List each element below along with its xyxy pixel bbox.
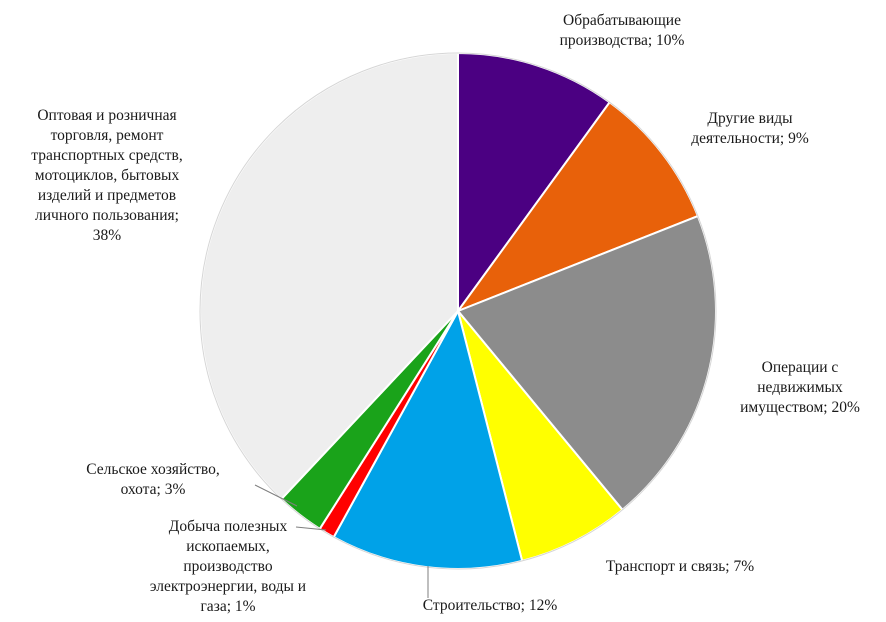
leader-line-7 [254, 484, 298, 507]
slice-label-1: Обрабатывающие производства; 10% [560, 12, 685, 49]
slice-label-line: производства; 10% [560, 32, 685, 49]
slice-label-line: ископаемых, [186, 538, 270, 555]
slice-label-line: деятельности; 9% [691, 130, 809, 147]
leader-line-6 [295, 526, 327, 531]
leader-lines [254, 484, 429, 598]
slice-labels: Обрабатывающие производства; 10% Другие ви… [31, 12, 860, 615]
slice-label-line: электроэнергии, воды и [150, 578, 306, 595]
slice-label-line: Операции с [762, 359, 839, 376]
slice-label-line: Оптовая и розничная [37, 107, 176, 124]
slice-label-line: Добыча полезных [169, 518, 288, 535]
slice-label-5: Строительство; 12% [423, 597, 558, 614]
slice-label-line: Обрабатывающие [563, 12, 681, 29]
slice-label-line: личного пользования; [35, 207, 179, 224]
slice-label-line: газа; 1% [200, 598, 255, 615]
slice-label-line: недвижимых [757, 379, 843, 396]
slice-label-line: охота; 3% [121, 481, 186, 498]
slice-label-line: Другие виды [707, 110, 793, 127]
slice-label-line: мотоциклов, бытовых [35, 167, 180, 184]
slice-label-line: изделий и предметов [38, 187, 176, 204]
pie-outline [199, 52, 717, 570]
slice-label-3: Операции с недвижимых имуществом; 20% [740, 359, 860, 416]
slice-label-line: производство [183, 558, 272, 575]
slice-label-6: Добыча полезных ископаемых, производство эл… [150, 518, 306, 615]
slice-label-line: транспортных средств, [31, 147, 183, 164]
pie-slices [199, 51, 717, 570]
slice-label-line: Сельское хозяйство, [86, 461, 219, 478]
slice-label-line: торговля, ремонт [51, 127, 164, 144]
slice-label-8: Оптовая и розничная торговля, ремонт транс… [31, 107, 183, 244]
slice-label-line: имуществом; 20% [740, 399, 860, 416]
slice-label-line: Строительство; 12% [423, 597, 558, 614]
slice-label-line: 38% [93, 227, 122, 244]
slice-label-line: Транспорт и связь; 7% [606, 558, 754, 575]
slice-label-7: Сельское хозяйство, охота; 3% [86, 461, 219, 498]
slice-label-2: Другие виды деятельности; 9% [691, 110, 809, 147]
slice-label-4: Транспорт и связь; 7% [606, 558, 754, 575]
